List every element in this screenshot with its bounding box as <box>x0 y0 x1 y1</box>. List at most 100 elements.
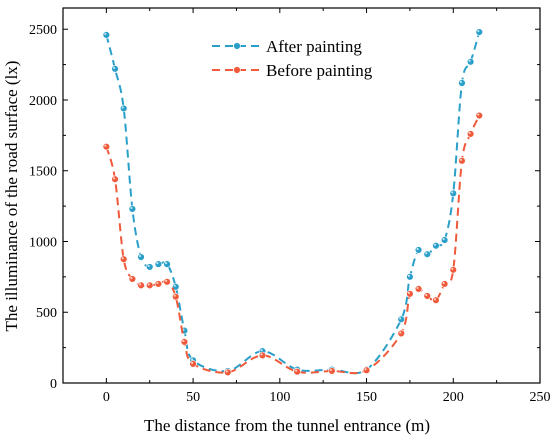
data-point <box>440 280 449 288</box>
data-point-highlight <box>407 274 411 277</box>
data-point <box>414 285 423 293</box>
data-point-highlight <box>173 294 176 297</box>
series-layer <box>102 28 483 377</box>
data-point-highlight <box>121 257 124 260</box>
data-point-highlight <box>407 291 411 294</box>
data-point <box>163 260 171 268</box>
data-point <box>137 253 145 261</box>
data-point-highlight <box>416 286 419 289</box>
legend-label: Before painting <box>266 61 373 80</box>
series-line-before-painting <box>105 115 481 375</box>
data-point-highlight <box>104 32 107 35</box>
data-point <box>475 28 483 36</box>
data-point <box>432 296 440 304</box>
data-point-highlight <box>433 298 437 301</box>
data-point-highlight <box>164 262 168 265</box>
data-point <box>406 273 414 281</box>
data-point-highlight <box>112 177 116 180</box>
x-axis-title: The distance from the tunnel entrance (m… <box>144 416 430 435</box>
y-tick-label: 500 <box>36 306 57 321</box>
legend-swatch-marker <box>233 42 241 50</box>
data-point <box>146 263 154 271</box>
data-point-highlight <box>442 281 445 285</box>
data-point-highlight <box>138 283 142 286</box>
data-point-highlight <box>459 158 463 161</box>
data-point <box>102 31 111 39</box>
data-point-highlight <box>433 243 437 246</box>
data-point-highlight <box>399 331 402 334</box>
data-point <box>466 130 475 138</box>
data-point-highlight <box>121 106 124 109</box>
data-point-highlight <box>147 264 150 268</box>
data-point <box>146 281 154 290</box>
data-point-highlight <box>468 131 471 135</box>
data-point <box>189 360 197 368</box>
y-tick-label: 0 <box>50 377 57 392</box>
data-point-highlight <box>164 279 168 282</box>
legend-item-before-painting: Before painting <box>212 61 373 80</box>
data-point-highlight <box>425 293 428 297</box>
series-before-painting <box>102 111 483 377</box>
data-point-highlight <box>260 349 263 352</box>
y-tick-label: 2500 <box>29 23 57 38</box>
data-point <box>449 189 457 198</box>
data-point-highlight <box>451 267 454 270</box>
data-point <box>458 79 466 87</box>
x-tick-label: 0 <box>103 390 110 405</box>
data-point-highlight <box>173 284 176 287</box>
data-point <box>163 278 171 286</box>
data-point <box>180 338 189 346</box>
data-point-highlight <box>156 281 159 285</box>
data-point <box>414 246 423 254</box>
data-point-highlight <box>112 66 116 69</box>
data-point <box>172 292 180 301</box>
data-point-highlight <box>477 29 480 33</box>
data-point-highlight <box>459 80 463 84</box>
x-tick-label: 100 <box>269 390 290 405</box>
x-tick-label: 50 <box>186 390 200 405</box>
data-point-highlight <box>130 206 133 210</box>
data-point-highlight <box>442 237 445 241</box>
data-point-highlight <box>451 191 454 194</box>
x-tick-label: 150 <box>356 390 377 405</box>
x-tick-label: 250 <box>530 390 550 405</box>
data-point <box>154 260 163 268</box>
data-point <box>432 242 440 250</box>
data-point-highlight <box>190 361 194 364</box>
data-point-highlight <box>329 368 332 372</box>
data-point-highlight <box>104 144 107 147</box>
legend: After painting Before painting <box>212 37 373 80</box>
data-point <box>406 290 414 298</box>
data-point-highlight <box>225 370 228 373</box>
data-point <box>137 281 145 290</box>
data-point <box>128 275 137 283</box>
y-axis-title: The illuminance of the road surface (lx) <box>2 61 21 332</box>
data-point-highlight <box>477 113 480 116</box>
series-after-painting <box>102 28 483 375</box>
y-tick-label: 2000 <box>29 94 57 109</box>
data-point <box>423 250 431 258</box>
data-point <box>362 366 371 374</box>
data-point <box>154 280 163 288</box>
y-tick-label: 1000 <box>29 235 57 250</box>
data-point <box>111 65 119 73</box>
data-point-highlight <box>190 358 194 361</box>
data-point <box>111 175 119 183</box>
data-point-highlight <box>260 353 263 356</box>
data-point <box>475 111 483 120</box>
legend-swatch-marker <box>233 66 241 74</box>
y-tick-label: 1500 <box>29 165 57 180</box>
data-point <box>224 368 232 377</box>
data-point <box>128 205 137 213</box>
legend-label: After painting <box>266 37 362 56</box>
data-point <box>258 351 267 360</box>
data-point-highlight <box>364 368 367 371</box>
data-point-highlight <box>416 247 419 251</box>
data-point-highlight <box>147 283 150 286</box>
data-point <box>423 292 431 300</box>
data-point <box>440 236 449 244</box>
data-point <box>120 255 128 263</box>
